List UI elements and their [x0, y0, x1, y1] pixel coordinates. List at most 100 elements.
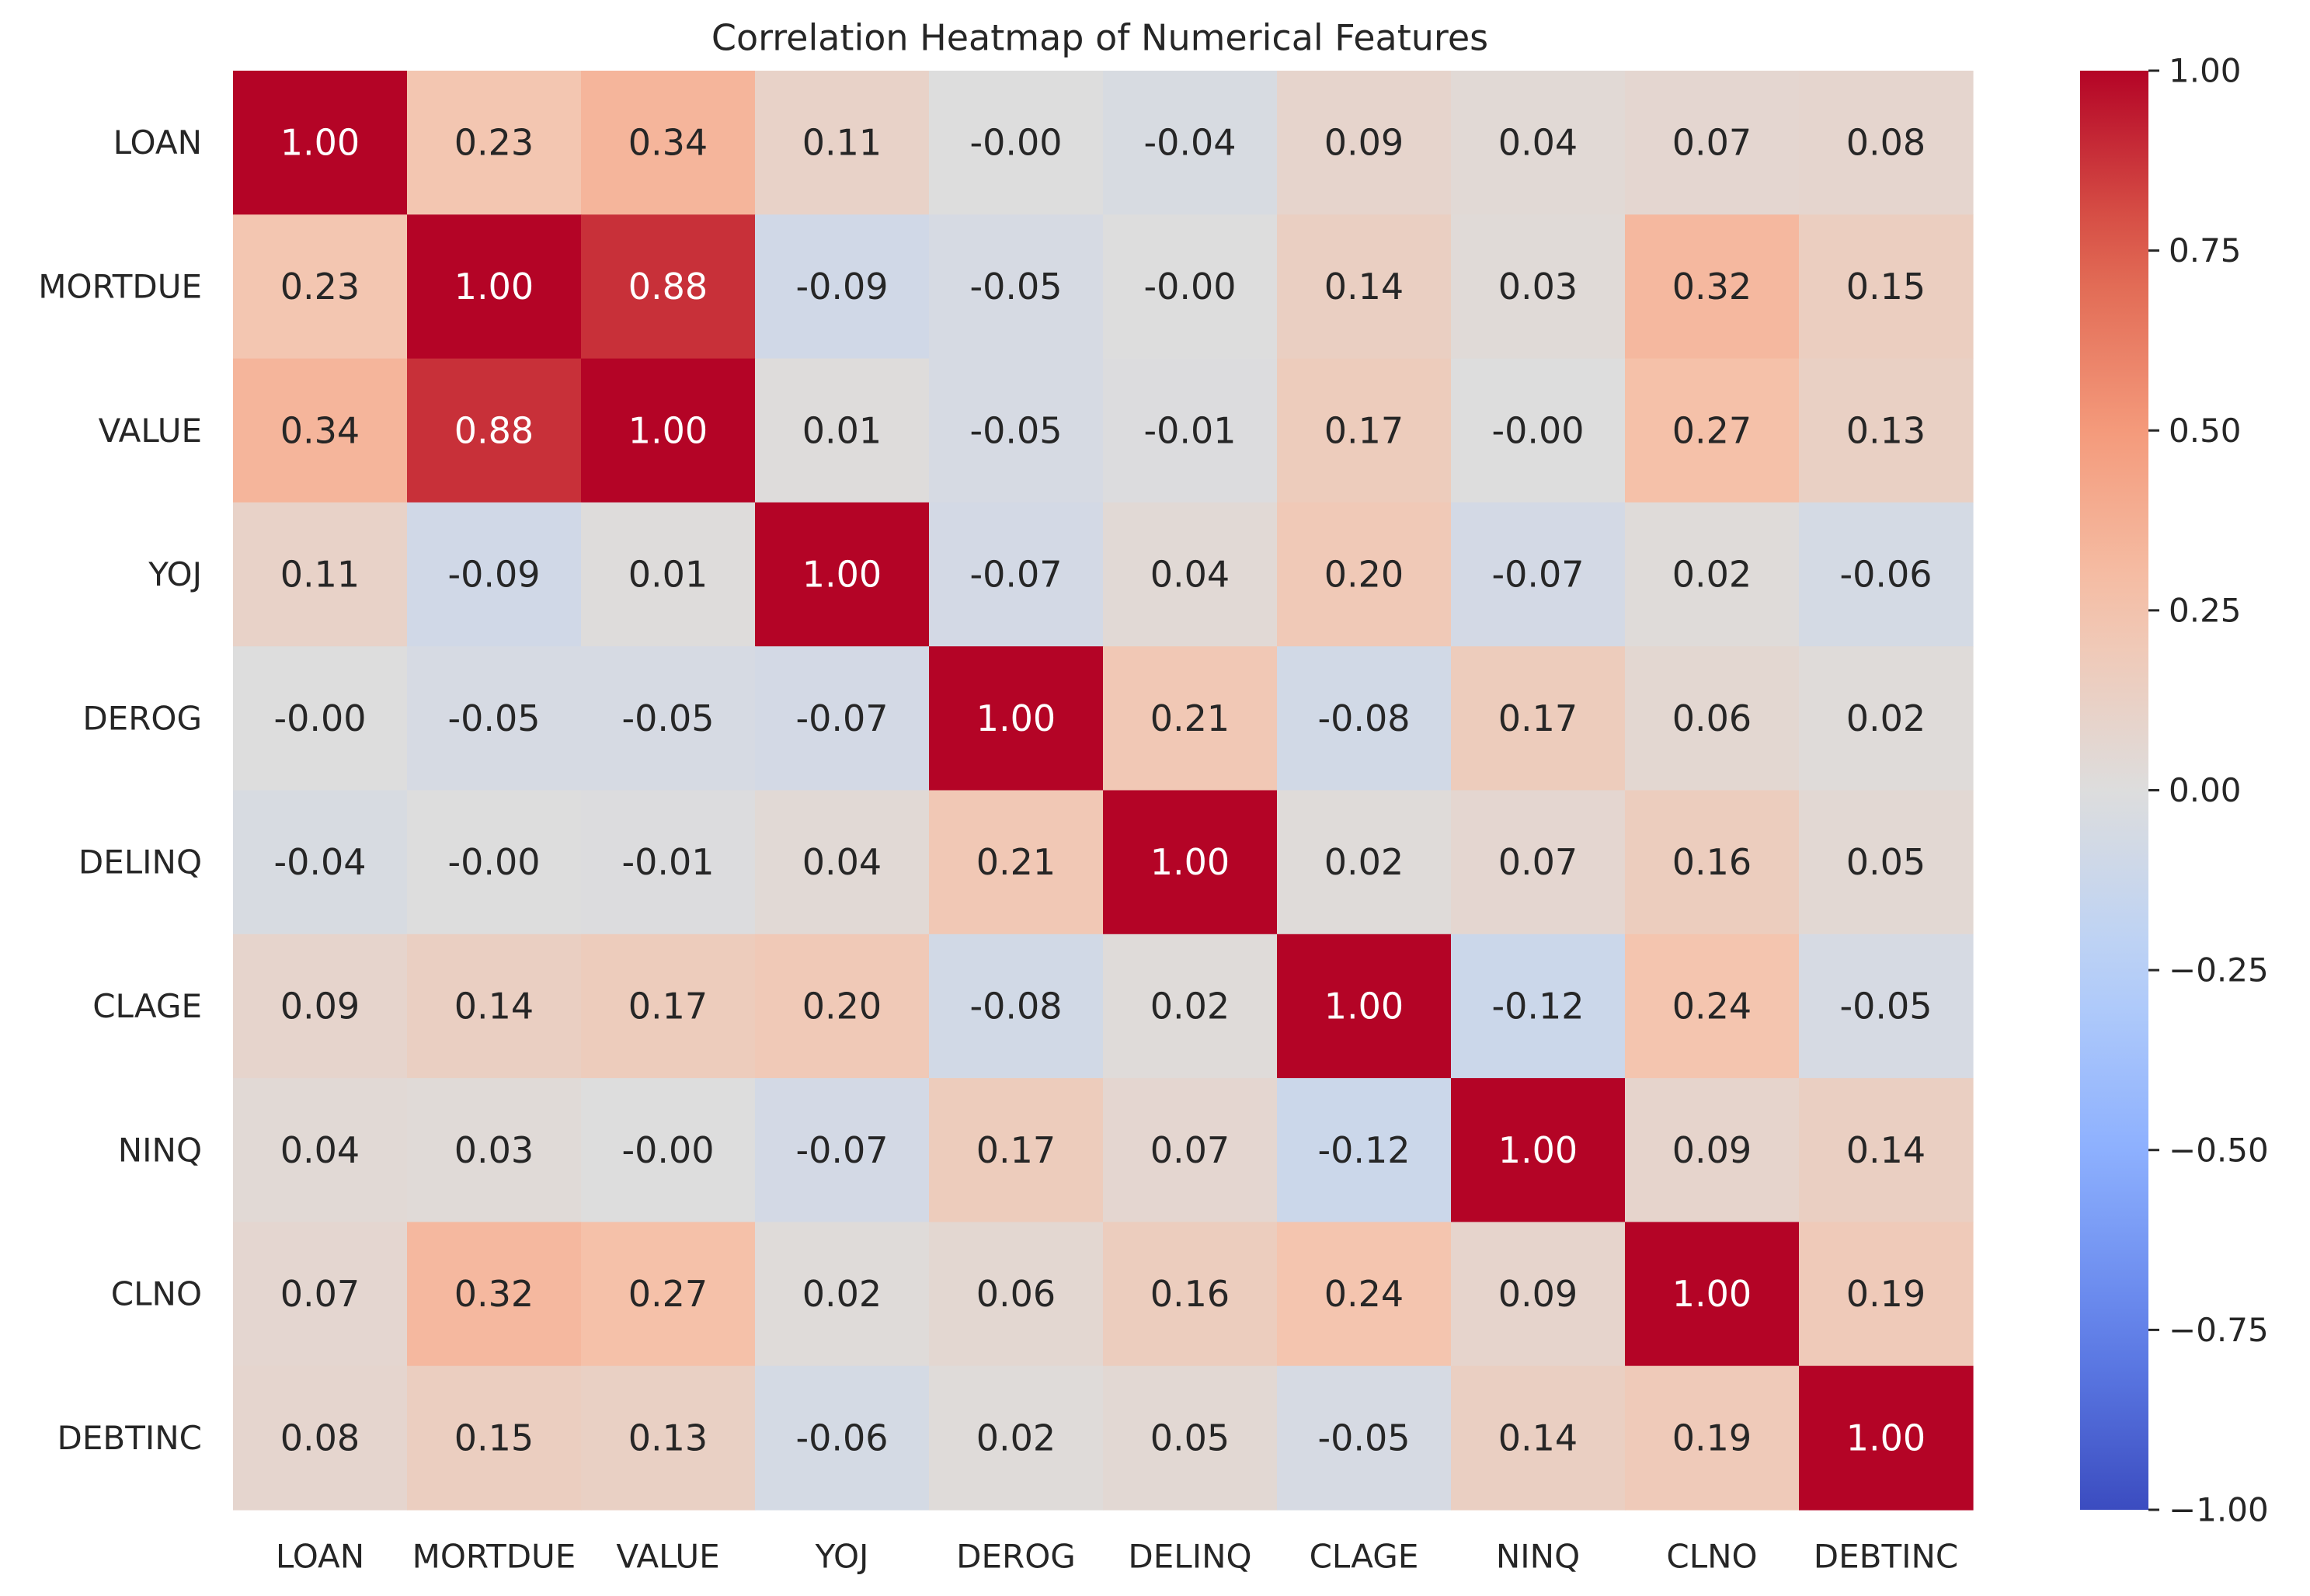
cell-value-label: 0.09 — [280, 985, 360, 1027]
heatmap-cell — [407, 502, 582, 647]
cell-value-label: 0.02 — [1324, 841, 1404, 883]
heatmap-cell — [1277, 1365, 1452, 1511]
cell-value-label: -0.12 — [1317, 1129, 1410, 1171]
heatmap-cell — [233, 646, 408, 791]
heatmap-cell — [755, 790, 930, 935]
cell-value-label: 0.21 — [976, 841, 1056, 883]
colorbar-tick-label: −0.25 — [2169, 951, 2269, 989]
cell-value-label: 0.32 — [1672, 266, 1752, 308]
cell-value-label: 0.05 — [1150, 1417, 1230, 1459]
heatmap-cell — [233, 1078, 408, 1222]
cell-value-label: -0.00 — [621, 1129, 714, 1171]
y-tick-label: DEROG — [82, 699, 202, 737]
heatmap-cell — [929, 71, 1104, 215]
cell-value-label: 0.04 — [1498, 122, 1578, 164]
cell-value-label: 0.17 — [1324, 409, 1404, 451]
heatmap-cell — [1277, 502, 1452, 647]
heatmap-cell — [233, 934, 408, 1079]
y-tick-label: LOAN — [113, 123, 202, 162]
cell-value-label: -0.06 — [795, 1417, 888, 1459]
y-tick-label: YOJ — [148, 555, 202, 593]
heatmap-cell — [1625, 358, 1800, 503]
heatmap-cell — [755, 358, 930, 503]
colorbar-tick-label: 0.50 — [2169, 412, 2242, 450]
heatmap-cell — [1451, 646, 1626, 791]
cell-value-label: 0.19 — [1672, 1417, 1752, 1459]
y-tick-label: VALUE — [99, 412, 202, 450]
heatmap-cell — [1451, 358, 1626, 503]
cell-value-label: 0.17 — [1498, 697, 1578, 739]
cell-value-label: 0.02 — [1672, 554, 1752, 596]
x-tick-label: DEBTINC — [1814, 1538, 1958, 1576]
heatmap-cell — [1451, 214, 1626, 360]
colorbar-tick-label: 1.00 — [2169, 52, 2242, 90]
cell-value-label: 0.14 — [1324, 266, 1404, 308]
cell-value-label: -0.09 — [447, 554, 540, 596]
heatmap-cell — [581, 1222, 756, 1367]
heatmap-cell — [233, 71, 408, 215]
cell-value-label: 0.07 — [1498, 841, 1578, 883]
cell-value-label: 0.20 — [1324, 554, 1404, 596]
cell-value-label: 0.13 — [1846, 409, 1926, 451]
colorbar-tick-label: 0.75 — [2169, 231, 2242, 269]
x-tick-label: VALUE — [616, 1538, 719, 1576]
heatmap-cell — [581, 358, 756, 503]
y-tick-label: DEBTINC — [57, 1419, 202, 1457]
cell-value-label: 0.02 — [1846, 697, 1926, 739]
cell-value-label: 0.09 — [1324, 122, 1404, 164]
cell-value-label: 0.32 — [454, 1273, 534, 1315]
cell-value-label: -0.05 — [969, 409, 1062, 451]
cell-value-label: 0.88 — [454, 409, 534, 451]
y-tick-label: MORTDUE — [38, 267, 202, 305]
heatmap-cell — [233, 214, 408, 360]
cell-value-label: 0.16 — [1672, 841, 1752, 883]
heatmap-cell — [1103, 1078, 1278, 1222]
cell-value-label: 0.09 — [1498, 1273, 1578, 1315]
cell-value-label: 0.14 — [1498, 1417, 1578, 1459]
heatmap-cell — [1103, 1365, 1278, 1511]
x-tick-label: DEROG — [956, 1538, 1076, 1576]
cell-annotations: 1.00 0.23 0.34 0.11 -0.00 -0.04 0.09 0.04 0.07 0.… — [273, 122, 1932, 1459]
heatmap-cell — [1799, 214, 1974, 360]
heatmap-cell — [1277, 358, 1452, 503]
heatmap-cell — [407, 1365, 582, 1511]
cell-value-label: 0.03 — [1498, 266, 1578, 308]
cell-value-label: 0.15 — [1846, 266, 1926, 308]
heatmap-cell — [1625, 214, 1800, 360]
cell-value-label: 0.24 — [1324, 1273, 1404, 1315]
heatmap-cell — [233, 1222, 408, 1367]
cell-value-label: 0.11 — [280, 554, 360, 596]
x-tick-label: CLNO — [1666, 1538, 1757, 1576]
heatmap-cell — [755, 1078, 930, 1222]
heatmap-cell — [929, 502, 1104, 647]
cell-value-label: -0.01 — [1143, 409, 1236, 451]
cell-value-label: 1.00 — [802, 554, 882, 596]
cell-value-label: 0.07 — [280, 1273, 360, 1315]
heatmap-cell — [755, 214, 930, 360]
heatmap-cell — [1451, 790, 1626, 935]
heatmap-cell — [1625, 790, 1800, 935]
heatmap-cell — [407, 71, 582, 215]
cell-value-label: 0.34 — [280, 409, 360, 451]
heatmap-cell — [1451, 1222, 1626, 1367]
heatmap-cell — [233, 502, 408, 647]
heatmap-cell — [581, 1365, 756, 1511]
cell-value-label: 0.27 — [1672, 409, 1752, 451]
cell-value-label: 0.04 — [280, 1129, 360, 1171]
cell-value-label: 0.16 — [1150, 1273, 1230, 1315]
colorbar — [2080, 71, 2148, 1510]
cell-value-label: 0.13 — [628, 1417, 708, 1459]
cell-value-label: 0.05 — [1846, 841, 1926, 883]
cell-value-label: 0.11 — [802, 122, 882, 164]
heatmap-cell — [1625, 646, 1800, 791]
cell-value-label: 1.00 — [1498, 1129, 1578, 1171]
x-tick-label: NINQ — [1496, 1538, 1580, 1576]
cell-value-label: -0.07 — [969, 554, 1062, 596]
cell-value-label: 0.08 — [280, 1417, 360, 1459]
colorbar-tick-label: −0.50 — [2169, 1131, 2269, 1169]
heatmap-cell — [1625, 1222, 1800, 1367]
cell-value-label: -0.09 — [795, 266, 888, 308]
cell-value-label: 0.02 — [1150, 985, 1230, 1027]
cell-value-label: 0.02 — [976, 1417, 1056, 1459]
